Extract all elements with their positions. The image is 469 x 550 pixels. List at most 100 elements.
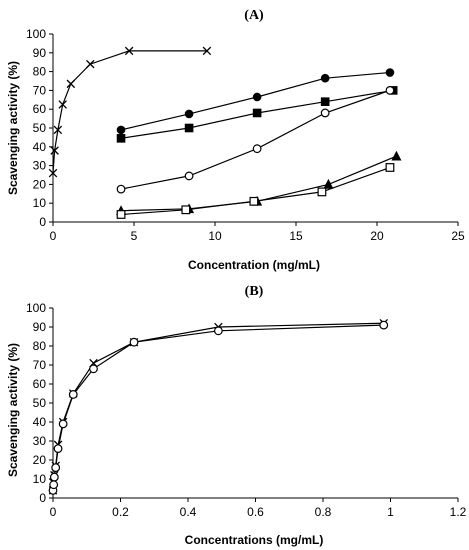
chart-b-y-tick-label: 90 — [33, 320, 47, 334]
chart-a-series-1-point — [58, 100, 67, 109]
chart-a-series-1-point — [66, 79, 76, 89]
chart-a-series-2-point — [385, 68, 395, 77]
chart-b-y-tick-label: 40 — [33, 415, 47, 429]
chart-a-y-tick-label: 50 — [33, 121, 47, 135]
chart-b-x-tick-label: 0.2 — [112, 505, 129, 519]
chart-a-series-1-point — [124, 46, 134, 56]
chart-b-y-tick-label: 50 — [33, 396, 47, 410]
chart-b-x-tick-label: 0 — [50, 505, 57, 519]
chart-b-y-tick-label: 60 — [33, 377, 47, 391]
chart-a-y-axis-label: Scavenging activity (%) — [6, 61, 20, 195]
chart-a-series-2-point — [252, 92, 262, 102]
chart-a-series-5-point — [323, 178, 334, 189]
chart-a-series-5 — [116, 150, 402, 216]
chart-a-series — [48, 46, 402, 219]
chart-a-series-6-point — [116, 210, 126, 219]
chart-a-y-tick-label: 30 — [33, 159, 47, 173]
chart-b-series-2-point — [213, 326, 223, 336]
chart-b-y-tick-label: 10 — [33, 472, 47, 486]
chart-b-series-2-point — [53, 444, 63, 454]
chart-a-y-tick-label: 100 — [26, 27, 46, 41]
chart-b-x-axis-label: Concentrations (mg/mL) — [185, 533, 324, 547]
chart-a-series-1-line — [52, 50, 207, 174]
chart-a-series-6-line — [120, 166, 391, 216]
chart-a-series-2-line — [120, 71, 391, 131]
chart-b-series-2-point — [51, 463, 61, 473]
chart-a-y-tick-label: 90 — [33, 46, 47, 60]
chart-b-y-tick-label: 70 — [33, 358, 47, 372]
chart-a-y-tick-label: 60 — [33, 102, 47, 116]
chart-b-y-axis-label: Scavenging activity (%) — [6, 343, 20, 477]
chart-b-x-tick-label: 0.8 — [315, 505, 332, 519]
chart-a-series-3-point — [320, 97, 330, 106]
chart-a-series-6-point — [385, 163, 395, 172]
chart-a-x-axis-label: Concentration (mg/mL) — [188, 258, 320, 272]
chart-b-y-tick-label: 100 — [26, 301, 46, 315]
chart-panel-b: (B) Concentrations (mg/mL) Scavenging ac… — [6, 284, 467, 547]
chart-a-series-3-point — [252, 108, 262, 118]
chart-a-series-2-point — [184, 109, 194, 119]
chart-a-series-4-point — [252, 144, 262, 154]
chart-panel-a: (A) Concentration (mg/mL) Scavenging act… — [6, 8, 465, 272]
chart-a-series-4 — [116, 85, 395, 194]
chart-a-y-tick-label: 40 — [33, 140, 47, 154]
chart-a-title: (A) — [244, 8, 264, 23]
chart-b-series-2 — [48, 320, 389, 495]
chart-a-x-tick-label: 20 — [370, 229, 384, 243]
chart-a-series-1-point — [50, 146, 59, 155]
chart-a-series-5-point — [391, 150, 402, 161]
chart-b-series-2-point — [89, 364, 98, 374]
chart-b-series-1-line — [52, 322, 384, 491]
chart-a-series-4-line — [120, 89, 391, 190]
chart-a-series-3-point — [184, 123, 194, 133]
chart-b-series-2-point — [379, 320, 389, 330]
chart-b-title: (B) — [245, 284, 264, 299]
chart-b-series-2-point — [49, 472, 59, 482]
chart-a-y-tick-label: 70 — [33, 83, 47, 97]
chart-b-series — [48, 318, 389, 495]
chart-b-x-tick-label: 0.4 — [180, 505, 197, 519]
chart-a-y-tick-label: 20 — [33, 177, 47, 191]
chart-a-series-2-point — [320, 73, 330, 83]
chart-a-x-tick-label: 25 — [451, 229, 465, 243]
chart-b-series-2-line — [52, 324, 384, 491]
chart-b-y-tick-label: 0 — [39, 491, 46, 505]
chart-b-axes — [52, 308, 458, 499]
chart-b-series-2-point — [68, 390, 78, 399]
chart-a-series-6-point — [249, 196, 259, 206]
chart-a-x-tick-label: 15 — [289, 229, 303, 243]
chart-b-x-tick-label: 1.2 — [450, 505, 467, 519]
chart-a-series-1-point — [86, 59, 95, 69]
chart-a-series-6-point — [181, 205, 191, 215]
chart-a-series-2 — [116, 68, 395, 135]
chart-b-y-tick-label: 30 — [33, 434, 47, 448]
chart-a-series-3-point — [116, 134, 126, 143]
chart-a-series-4-point — [320, 108, 330, 118]
chart-a-x-tick-label: 0 — [50, 229, 57, 243]
chart-a-series-1 — [48, 46, 212, 178]
chart-a-series-1-point — [53, 125, 63, 135]
chart-a-y-tick-label: 0 — [39, 215, 46, 229]
chart-b-series-1 — [48, 318, 389, 495]
chart-b-y-tick-label: 80 — [33, 339, 47, 353]
chart-a-series-6 — [116, 163, 395, 219]
chart-a-x-tick-label: 5 — [131, 229, 138, 243]
chart-a-ticks: 0 10 20 30 40 50 60 70 80 90 100 0 5 10 15 20 25 — [26, 27, 465, 243]
chart-b-ticks: 0 10 20 30 40 50 60 70 80 90 100 0 0.2 0.4 0.6 0.8 1 1.2 — [26, 301, 467, 519]
chart-b-y-tick-label: 20 — [33, 453, 47, 467]
chart-a-series-6-point — [317, 187, 327, 197]
chart-b-series-2-point — [49, 480, 59, 490]
chart-a-x-tick-label: 10 — [208, 229, 222, 243]
chart-a-y-tick-label: 10 — [33, 196, 47, 210]
chart-a-y-tick-label: 80 — [33, 65, 47, 79]
chart-b-series-2-point — [129, 337, 139, 347]
chart-a-series-1-point — [202, 46, 212, 56]
chart-a-series-2-point — [116, 125, 126, 135]
chart-a-series-4-point — [385, 85, 395, 95]
chart-b-x-tick-label: 0.6 — [247, 505, 264, 519]
chart-a-series-4-point — [116, 184, 126, 194]
chart-b-x-tick-label: 1 — [387, 505, 394, 519]
chart-a-series-4-point — [184, 171, 194, 181]
chart-a-axes — [52, 34, 458, 223]
